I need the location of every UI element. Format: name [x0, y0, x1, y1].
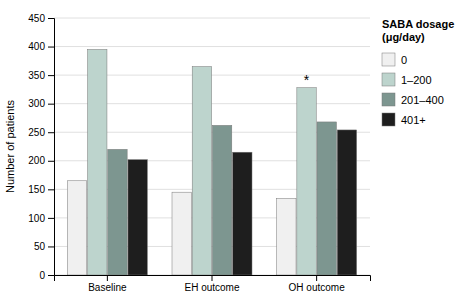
bar — [277, 198, 296, 275]
grid — [54, 18, 370, 275]
x-tick-label: EH outcome — [184, 282, 239, 293]
x-axis: Baseline EH outcome OH outcome — [55, 275, 371, 293]
bar — [67, 181, 86, 275]
y-tick-mark — [48, 218, 54, 219]
y-tick-label: 350 — [28, 70, 45, 81]
legend-swatch — [382, 73, 395, 86]
y-tick: 100 — [28, 213, 54, 224]
y-axis-title: Number of patients — [4, 100, 16, 193]
y-tick-mark — [48, 132, 54, 133]
y-tick: 400 — [28, 41, 54, 52]
bar — [88, 49, 107, 275]
y-tick-mark — [48, 161, 54, 162]
x-tick-mark — [316, 275, 317, 281]
x-tick-label: Baseline — [88, 282, 127, 293]
y-tick: 450 — [28, 13, 54, 24]
legend-swatch — [382, 113, 395, 126]
y-tick-label: 250 — [28, 127, 45, 138]
legend-item: 201–400 — [382, 93, 444, 106]
bar — [212, 125, 231, 275]
y-tick-label: 50 — [34, 241, 46, 252]
legend-label: 0 — [401, 54, 407, 66]
bar — [108, 149, 127, 275]
x-tick-mark — [212, 275, 213, 281]
grid-line — [54, 18, 370, 19]
y-axis: 0 50 100 150 200 250 300 350 400 450 — [28, 13, 54, 281]
y-tick-label: 200 — [28, 155, 45, 166]
legend-item: 401+ — [382, 113, 426, 126]
y-tick: 250 — [28, 127, 54, 138]
y-tick-mark — [48, 104, 54, 105]
y-tick-label: 450 — [28, 13, 45, 24]
x-tick: EH outcome — [184, 275, 239, 293]
legend-swatch — [382, 53, 395, 66]
bar — [337, 130, 356, 275]
y-tick: 300 — [28, 98, 54, 109]
legend: SABA dosage(μg/day) 0 1–200 201–400 401+ — [382, 18, 454, 126]
y-tick: 200 — [28, 155, 54, 166]
annotation: * — [304, 72, 310, 88]
y-tick-mark — [48, 18, 54, 19]
y-tick-label: 150 — [28, 184, 45, 195]
bar — [172, 192, 191, 275]
y-tick: 350 — [28, 70, 54, 81]
y-tick-mark — [48, 47, 54, 48]
x-tick-mark — [107, 275, 108, 281]
y-tick-label: 300 — [28, 98, 45, 109]
bar — [233, 152, 252, 275]
y-tick-mark — [48, 246, 54, 247]
y-tick-label: 100 — [28, 213, 45, 224]
legend-label: 201–400 — [401, 94, 444, 106]
y-tick: 50 — [34, 241, 54, 252]
bars — [67, 49, 356, 275]
bar-series — [108, 122, 337, 275]
x-tick: OH outcome — [289, 275, 346, 293]
y-axis-line — [48, 19, 55, 276]
x-axis-line — [55, 276, 371, 282]
y-tick: 150 — [28, 184, 54, 195]
y-tick-mark — [48, 189, 54, 190]
legend-title: SABA dosage(μg/day) — [382, 18, 454, 43]
y-tick-label: 400 — [28, 41, 45, 52]
bar — [317, 122, 336, 275]
plot: 0 50 100 150 200 250 300 350 400 450 Baseline EH ou… — [28, 13, 370, 293]
x-tick-label: OH outcome — [289, 282, 346, 293]
bar — [192, 67, 211, 275]
x-tick: Baseline — [88, 275, 127, 293]
chart: 0 50 100 150 200 250 300 350 400 450 Baseline EH ou… — [0, 0, 474, 305]
y-tick-label: 0 — [39, 270, 45, 281]
legend-item: 0 — [382, 53, 407, 66]
bar-series — [128, 130, 357, 275]
y-tick-mark — [48, 75, 54, 76]
legend-item: 1–200 — [382, 73, 432, 86]
y-tick: 0 — [39, 270, 54, 281]
y-tick-mark — [48, 275, 54, 276]
bar — [128, 160, 147, 275]
grid-line — [54, 46, 370, 47]
legend-swatch — [382, 93, 395, 106]
legend-label: 1–200 — [401, 74, 432, 86]
bar — [297, 88, 316, 275]
bar-series — [88, 49, 317, 275]
legend-label: 401+ — [401, 114, 426, 126]
